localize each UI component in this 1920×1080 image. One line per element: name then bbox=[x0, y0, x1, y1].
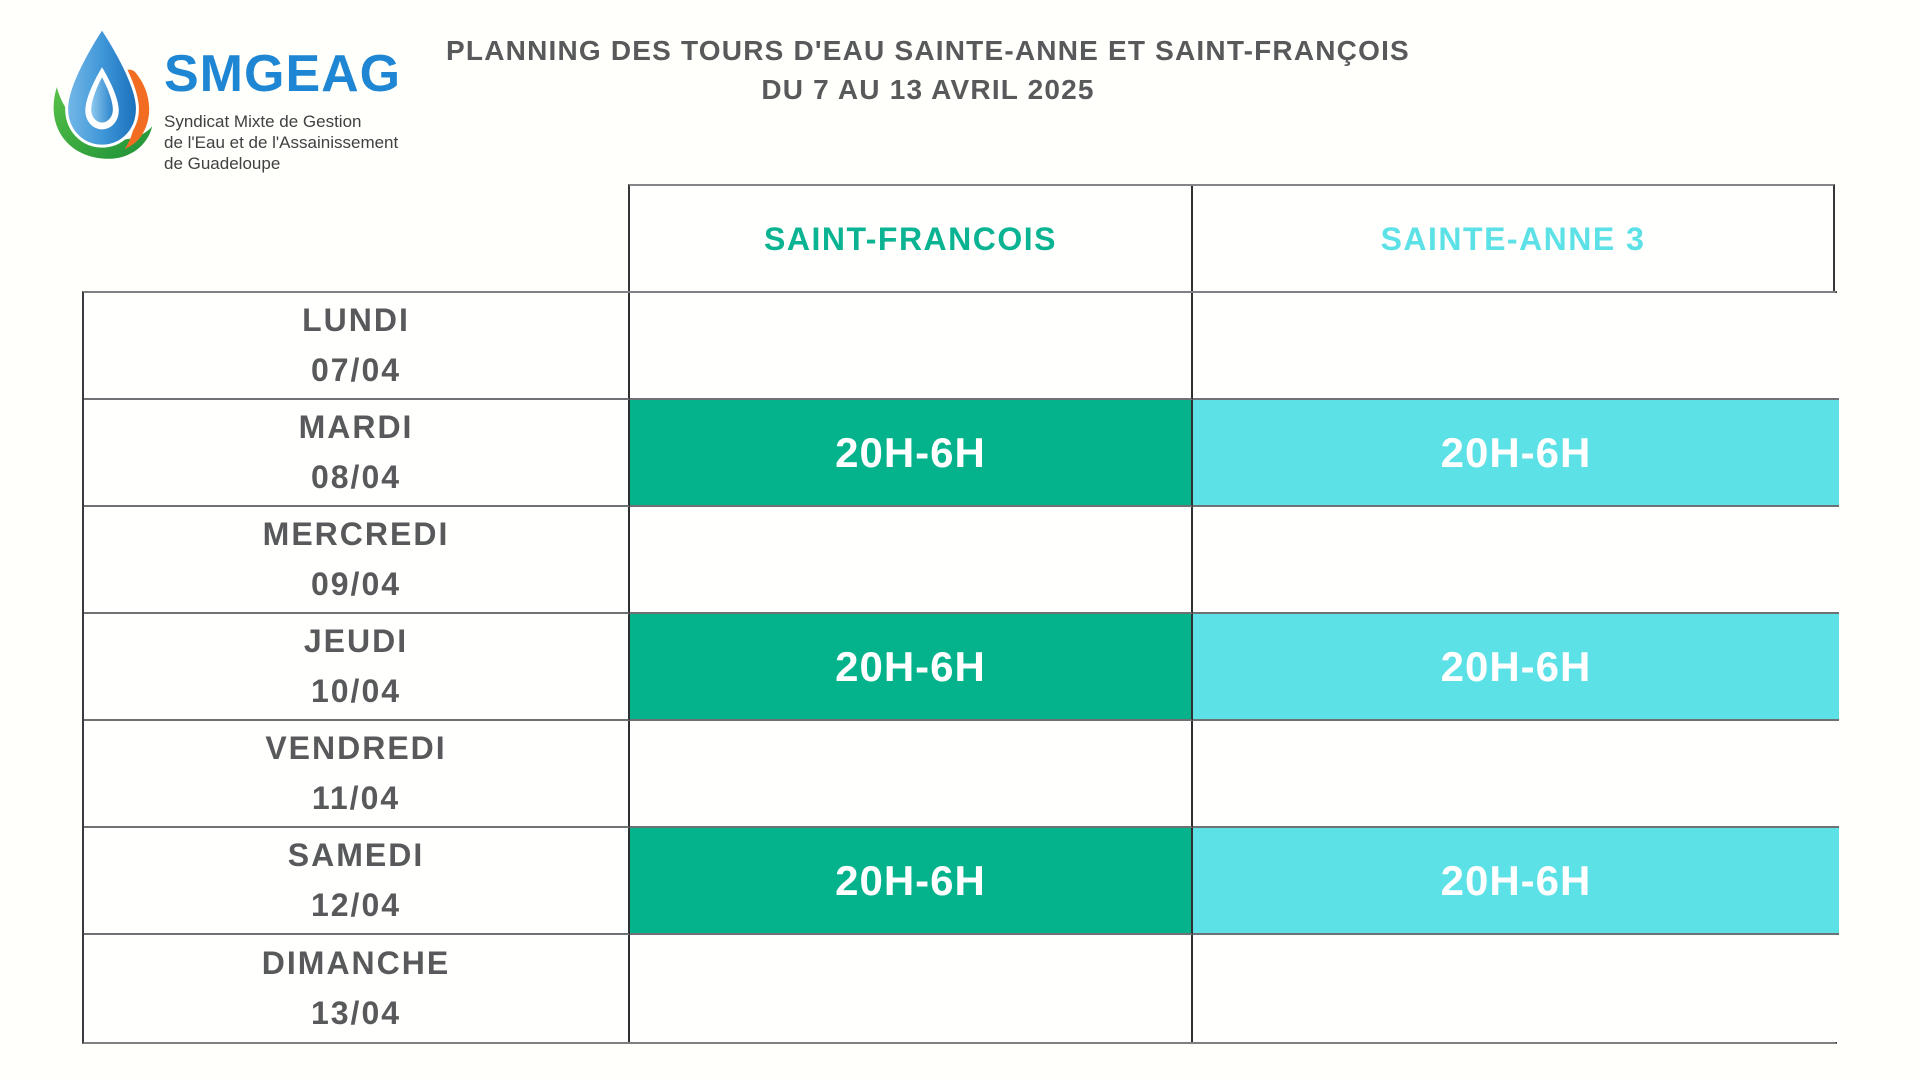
day-name: SAMEDI bbox=[287, 837, 425, 873]
day-cell: LUNDI 07/04 bbox=[84, 293, 630, 400]
day-cell: VENDREDI 11/04 bbox=[84, 721, 630, 828]
schedule-cell: 20H-6H bbox=[630, 400, 1193, 507]
smgeag-water-drop-logo-icon bbox=[53, 26, 153, 159]
page-title-line2: DU 7 AU 13 AVRIL 2025 bbox=[761, 74, 1095, 105]
brand-tagline-line: de Guadeloupe bbox=[164, 154, 281, 173]
schedule-cell bbox=[1193, 507, 1839, 614]
header-cell-saint-francois: SAINT-FRANCOIS bbox=[764, 221, 1057, 257]
day-date: 11/04 bbox=[311, 780, 401, 816]
day-cell: JEUDI 10/04 bbox=[84, 614, 630, 721]
brand-tagline-line: de l'Eau et de l'Assainissement bbox=[164, 133, 399, 152]
schedule-cell: 20H-6H bbox=[630, 614, 1193, 721]
page-title-line1: PLANNING DES TOURS D'EAU SAINTE-ANNE ET … bbox=[446, 35, 1410, 66]
day-name: DIMANCHE bbox=[261, 945, 451, 981]
day-date: 08/04 bbox=[310, 459, 402, 495]
schedule-cell: 20H-6H bbox=[1193, 614, 1839, 721]
schedule-cell bbox=[1193, 721, 1839, 828]
schedule-cell bbox=[1193, 935, 1839, 1042]
day-name: MERCREDI bbox=[262, 516, 450, 552]
brand-name: SMGEAG bbox=[164, 45, 402, 103]
schedule-cell bbox=[1193, 293, 1839, 400]
day-date: 10/04 bbox=[310, 673, 402, 709]
schedule-cell bbox=[630, 293, 1193, 400]
day-date: 09/04 bbox=[310, 566, 402, 602]
day-date: 13/04 bbox=[310, 995, 402, 1031]
schedule-cell bbox=[630, 507, 1193, 614]
day-name: MARDI bbox=[298, 409, 414, 445]
page-title: PLANNING DES TOURS D'EAU SAINTE-ANNE ET … bbox=[446, 31, 1410, 109]
schedule-header: SAINT-FRANCOIS SAINTE-ANNE 3 bbox=[628, 184, 1835, 293]
day-name: JEUDI bbox=[303, 623, 409, 659]
schedule-cell bbox=[630, 721, 1193, 828]
schedule-cell bbox=[630, 935, 1193, 1042]
day-date: 12/04 bbox=[310, 887, 402, 923]
schedule-cell: 20H-6H bbox=[1193, 400, 1839, 507]
day-cell: MARDI 08/04 bbox=[84, 400, 630, 507]
schedule-cell: 20H-6H bbox=[1193, 828, 1839, 935]
day-cell: SAMEDI 12/04 bbox=[84, 828, 630, 935]
day-name: VENDREDI bbox=[265, 730, 447, 766]
schedule-cell: 20H-6H bbox=[630, 828, 1193, 935]
day-cell: MERCREDI 09/04 bbox=[84, 507, 630, 614]
brand-tagline-line: Syndicat Mixte de Gestion bbox=[164, 112, 362, 131]
day-date: 07/04 bbox=[310, 352, 402, 388]
logo-container: SMGEAG Syndicat Mixte de Gestion de l'Ea… bbox=[44, 26, 400, 173]
header-cell-sainte-anne-3: SAINTE-ANNE 3 bbox=[1191, 186, 1833, 293]
day-cell: DIMANCHE 13/04 bbox=[84, 935, 630, 1042]
brand-tagline: Syndicat Mixte de Gestion de l'Eau et de… bbox=[164, 111, 564, 174]
schedule-grid: LUNDI 07/04 MARDI 08/04 20H-6H 20H-6H ME… bbox=[82, 291, 1839, 1044]
day-name: LUNDI bbox=[302, 302, 410, 338]
